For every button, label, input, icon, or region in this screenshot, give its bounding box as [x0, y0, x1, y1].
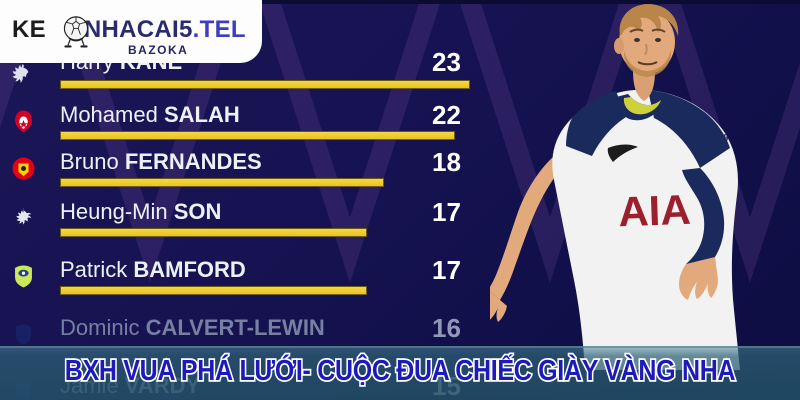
svg-text:AIA: AIA	[618, 186, 692, 235]
